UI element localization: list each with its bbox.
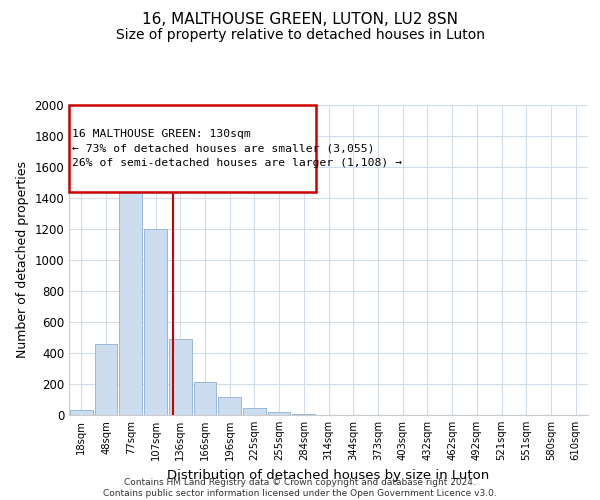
Bar bbox=[243, 408, 266, 415]
Bar bbox=[70, 410, 93, 415]
Bar bbox=[194, 382, 216, 415]
Text: Contains HM Land Registry data © Crown copyright and database right 2024.
Contai: Contains HM Land Registry data © Crown c… bbox=[103, 478, 497, 498]
Text: 16, MALTHOUSE GREEN, LUTON, LU2 8SN: 16, MALTHOUSE GREEN, LUTON, LU2 8SN bbox=[142, 12, 458, 28]
Bar bbox=[169, 339, 191, 415]
Text: Size of property relative to detached houses in Luton: Size of property relative to detached ho… bbox=[115, 28, 485, 42]
Bar bbox=[144, 229, 167, 415]
Bar bbox=[95, 344, 118, 415]
X-axis label: Distribution of detached houses by size in Luton: Distribution of detached houses by size … bbox=[167, 468, 490, 481]
Bar bbox=[119, 167, 142, 415]
Y-axis label: Number of detached properties: Number of detached properties bbox=[16, 162, 29, 358]
Bar bbox=[218, 397, 241, 415]
Text: 16 MALTHOUSE GREEN: 130sqm
← 73% of detached houses are smaller (3,055)
26% of s: 16 MALTHOUSE GREEN: 130sqm ← 73% of deta… bbox=[71, 128, 401, 168]
Bar bbox=[292, 414, 315, 415]
Bar bbox=[268, 412, 290, 415]
FancyBboxPatch shape bbox=[69, 105, 316, 192]
